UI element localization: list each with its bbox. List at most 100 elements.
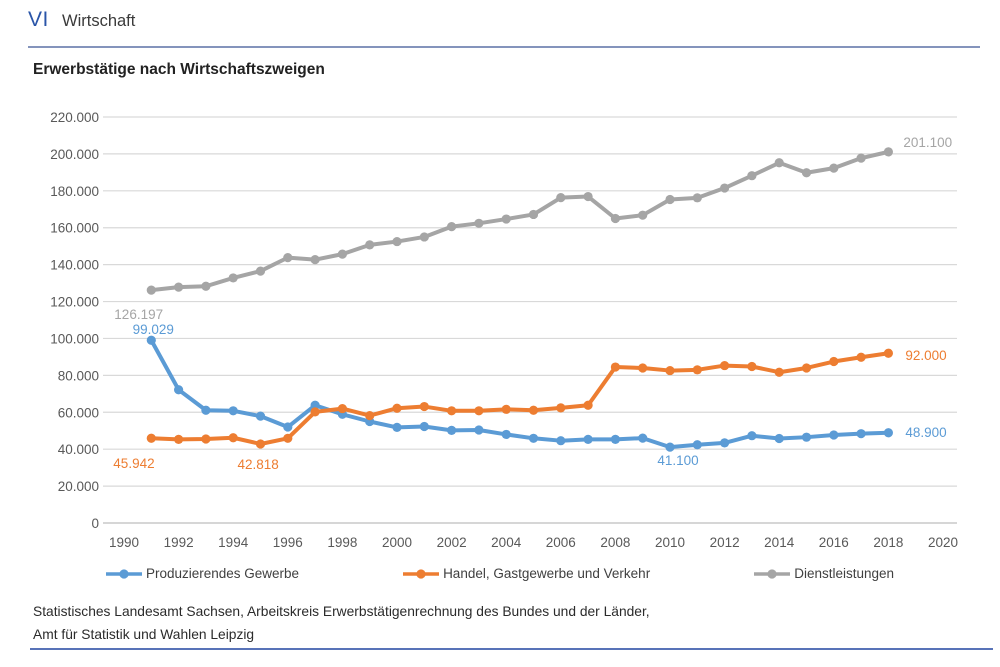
data-point-marker	[801, 432, 812, 442]
data-point-marker	[774, 433, 784, 444]
series-line	[149, 338, 891, 450]
x-axis-tick-label: 2018	[873, 535, 903, 550]
data-point-marker	[201, 405, 211, 415]
data-point-marker	[856, 352, 866, 362]
data-point-marker	[146, 335, 156, 345]
x-axis-tick-label: 2002	[437, 535, 467, 550]
data-point-marker	[638, 433, 648, 443]
data-point-marker	[610, 362, 621, 372]
data-point-marker	[883, 428, 894, 438]
legend-item-handel-gastgewerbe-verkehr: Handel, Gastgewerbe und Verkehr	[403, 566, 650, 581]
data-point-marker	[720, 438, 730, 448]
source-note: Statistisches Landesamt Sachsen, Arbeits…	[33, 600, 650, 646]
data-label: 201.100	[903, 135, 952, 150]
x-axis-tick-label: 1992	[164, 535, 194, 550]
legend-label: Handel, Gastgewerbe und Verkehr	[443, 566, 651, 581]
data-point-marker	[883, 147, 894, 157]
series-line	[149, 351, 891, 446]
data-point-marker	[419, 401, 429, 412]
x-axis-tick-label: 2004	[491, 535, 522, 550]
data-point-marker	[310, 255, 320, 265]
legend-label: Produzierendes Gewerbe	[145, 566, 300, 581]
x-axis-tick-label: 1990	[109, 535, 139, 550]
data-point-marker	[720, 183, 730, 193]
x-axis-tick-label: 2014	[764, 535, 795, 550]
data-point-marker	[556, 403, 566, 413]
data-point-marker	[419, 421, 429, 432]
legend-item-dienstleistungen: Dienstleistungen	[754, 566, 894, 581]
x-axis-tick-label: 1996	[273, 535, 303, 550]
data-point-marker	[447, 406, 457, 416]
data-point-marker	[583, 400, 593, 410]
data-point-marker	[228, 433, 238, 443]
chart-legend: Produzierendes Gewerbe Handel, Gastgewer…	[0, 566, 1000, 581]
data-point-marker	[174, 282, 184, 292]
data-point-marker	[774, 158, 784, 168]
data-point-marker	[337, 249, 347, 259]
data-point-marker	[255, 439, 266, 449]
data-point-marker	[856, 429, 866, 439]
footer-divider	[30, 648, 993, 650]
data-point-marker	[856, 153, 866, 163]
data-point-marker	[392, 403, 402, 413]
y-axis-tick-label: 100.000	[50, 331, 99, 346]
data-point-marker	[883, 348, 894, 358]
y-axis-tick-label: 20.000	[58, 479, 99, 494]
section-title: Wirtschaft	[62, 12, 136, 30]
y-axis-tick-label: 40.000	[58, 442, 99, 457]
data-point-marker	[801, 363, 812, 373]
data-point-marker	[665, 365, 675, 376]
data-point-marker	[692, 365, 702, 375]
data-point-marker	[501, 429, 511, 440]
section-number: VI	[28, 8, 49, 31]
x-axis-tick-label: 2010	[655, 535, 685, 550]
x-axis-tick-label: 1994	[218, 535, 249, 550]
data-point-marker	[829, 430, 839, 440]
data-point-marker	[747, 171, 757, 181]
x-axis-tick-label: 2000	[382, 535, 412, 550]
y-axis-tick-label: 200.000	[50, 147, 99, 162]
header-divider	[28, 46, 980, 48]
data-point-marker	[337, 403, 347, 414]
source-line-2: Amt für Statistik und Wahlen Leipzig	[33, 627, 255, 642]
data-point-marker	[228, 273, 238, 283]
data-point-marker	[829, 356, 839, 367]
legend-label: Dienstleistungen	[794, 566, 895, 581]
data-label: 92.000	[905, 348, 946, 363]
data-point-marker	[556, 436, 566, 446]
series-line	[149, 149, 891, 293]
data-point-marker	[720, 360, 730, 371]
data-point-marker	[447, 222, 457, 232]
y-axis-tick-label: 0	[91, 516, 99, 531]
data-point-marker	[174, 434, 184, 445]
data-point-marker	[365, 240, 375, 250]
data-point-marker	[255, 266, 266, 276]
data-label: 45.942	[113, 456, 154, 471]
data-point-marker	[283, 433, 293, 443]
data-point-marker	[829, 163, 839, 173]
data-point-marker	[583, 434, 593, 445]
x-axis-tick-label: 2020	[928, 535, 958, 550]
data-point-marker	[556, 193, 566, 203]
data-point-marker	[638, 363, 648, 373]
data-point-marker	[474, 425, 484, 435]
data-point-marker	[174, 385, 184, 395]
y-axis-tick-label: 80.000	[58, 368, 99, 383]
data-label: 41.100	[657, 453, 698, 468]
data-point-marker	[310, 407, 320, 417]
y-axis-tick-label: 120.000	[50, 295, 99, 310]
data-point-marker	[392, 236, 402, 247]
data-point-marker	[474, 406, 484, 416]
legend-item-produzierendes-gewerbe: Produzierendes Gewerbe	[105, 566, 300, 581]
x-axis-tick-label: 2006	[546, 535, 576, 550]
data-label: 126.197	[114, 307, 163, 322]
data-point-marker	[228, 406, 238, 416]
line-marker-icon	[403, 568, 440, 579]
y-axis-tick-label: 220.000	[50, 110, 99, 125]
data-label: 99.029	[133, 322, 174, 337]
y-axis-tick-label: 160.000	[50, 221, 99, 236]
data-point-marker	[447, 425, 457, 435]
x-axis-tick-label: 2016	[819, 535, 849, 550]
data-point-marker	[201, 434, 211, 444]
